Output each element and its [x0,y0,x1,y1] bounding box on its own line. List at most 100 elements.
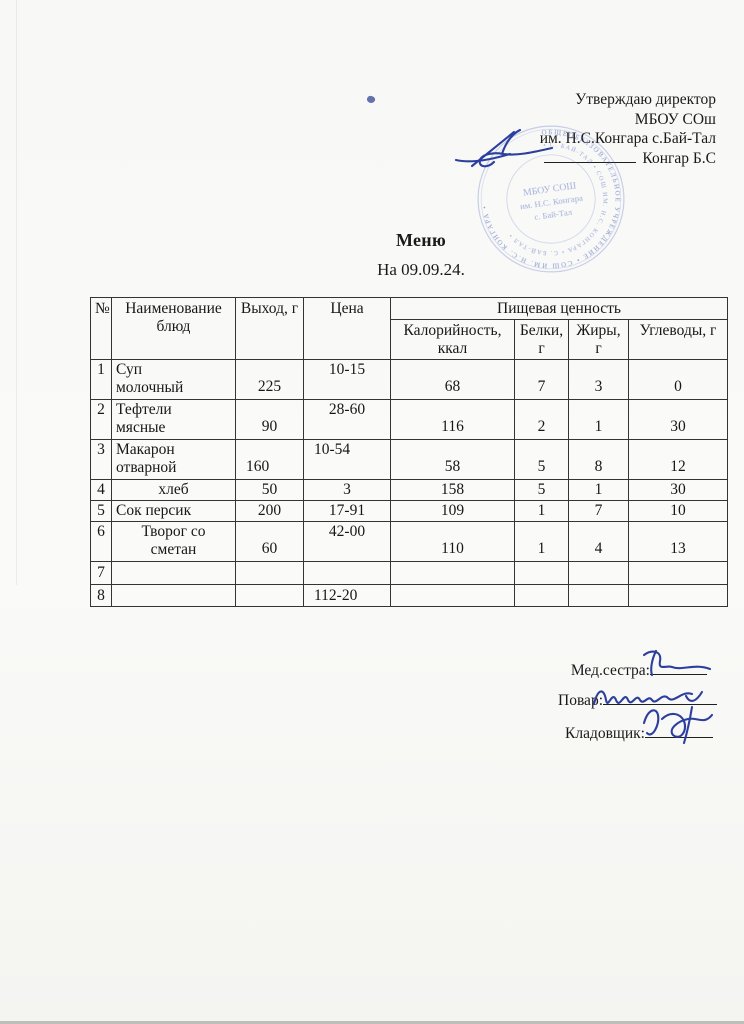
cell-kcal: 110 [390,521,515,562]
menu-table: № Наименование блюд Выход, г Цена Пищева… [90,297,728,607]
cell-dish: хлеб [111,479,236,501]
povar-row: Повар: [558,692,717,710]
cell-num: 4 [90,479,112,501]
medsestra-signature [642,649,712,677]
approval-line-3: им. Н.С.Конгара с.Бай-Тал [539,130,716,147]
header-num: № [90,297,112,360]
cell-protein [514,561,569,585]
menu-date: На 09.09.24. [377,260,465,279]
cell-price: 28-60 [303,399,391,440]
cell-dish: Суп молочный [111,359,236,400]
cell-fat: 4 [568,521,629,562]
cell-num: 7 [90,561,112,585]
header-dish-name: Наименование блюд [111,297,236,360]
director-signature [454,128,554,168]
table-row: 7 [90,561,728,585]
cell-carbs: 30 [628,399,728,440]
cell-kcal: 68 [390,359,515,400]
cell-carbs: 13 [628,521,728,562]
cell-output [235,561,304,585]
cell-num: 8 [90,584,112,607]
cell-output: 60 [235,521,304,562]
povar-label: Повар: [558,692,603,709]
povar-signature-line [603,692,717,705]
kladovshik-signature [642,705,714,745]
cell-carbs: 30 [628,479,728,501]
approval-block: Утверждаю директор МБОУ СОш им. Н.С.Конг… [540,90,716,168]
table-row: 5 Сок персик 200 17-91 109 1 7 10 [90,500,728,522]
kladovshik-label: Кладовщик: [565,725,645,742]
cell-carbs [628,561,728,585]
medsestra-label: Мед.сестра: [570,662,650,679]
cell-fat: 1 [568,479,629,501]
cell-output: 225 [235,359,304,400]
header-price: Цена [303,297,391,360]
cell-price: 17-91 [303,500,391,522]
cell-kcal: 158 [390,479,515,501]
cell-kcal [390,584,515,607]
table-row: 3 Макарон отварной 160 10-54 58 5 8 12 [90,439,728,480]
director-name: Конгар Б.С [642,149,716,167]
cell-dish [111,561,236,585]
cell-num: 5 [90,500,112,522]
cell-output: 90 [235,399,304,440]
page-title: Меню [395,230,447,250]
cell-output: 200 [235,500,304,522]
table-row: 8 112-20 [90,584,728,607]
table-row: 1 Суп молочный 225 10-15 68 7 3 0 [90,359,728,400]
cell-carbs: 12 [628,439,728,480]
cell-kcal: 58 [390,439,515,480]
cell-price: 42-00 [303,521,391,562]
approval-line-4: Конгар Б.С [540,149,716,169]
table-row: 6 Творог со сметан 60 42-00 110 1 4 13 [90,521,728,562]
header-carbs: Углеводы, г [628,319,728,360]
cell-price: 3 [303,479,391,501]
stamp-center-line-3: с. Бай-Тал [534,207,574,222]
cell-dish: Сок персик [111,500,236,522]
cell-carbs: 10 [628,500,728,522]
header-kcal: Калорийность, ккал [390,319,515,360]
cell-dish: Тефтели мясные [111,399,236,440]
school-round-stamp-icon: ОБЩЕОБРАЗОВАТЕЛЬНОЕ УЧРЕЖДЕНИЕ • СОШ ИМ.… [472,120,630,278]
header-output: Выход, г [235,297,304,360]
approval-line-1: Утверждаю директор [575,91,716,108]
cell-dish: Творог со сметан [111,521,236,562]
ink-dot-artifact [365,94,377,105]
cell-price: 10-54 [303,439,391,480]
cell-fat: 3 [568,359,629,400]
cell-protein: 1 [514,521,569,562]
header-nutrition: Пищевая ценность [390,297,728,320]
cell-protein: 2 [514,399,569,440]
cell-num: 3 [90,439,112,480]
cell-output: 160 [235,439,304,480]
cell-kcal: 109 [390,500,515,522]
cell-carbs [628,584,728,607]
cell-price [303,561,391,585]
cell-num: 2 [90,399,112,440]
scan-bottom-edge [0,1021,744,1024]
header-fat: Жиры, г [568,319,629,360]
medsestra-row: Мед.сестра: [571,662,707,680]
cell-protein: 1 [514,500,569,522]
cell-fat: 7 [568,500,629,522]
cell-num: 1 [90,359,112,400]
cell-output [235,584,304,607]
cell-num: 6 [90,521,112,562]
medsestra-signature-line [650,662,707,675]
cell-fat [568,561,629,585]
cell-dish [111,584,236,607]
cell-protein: 5 [514,439,569,480]
cell-protein: 5 [514,479,569,501]
director-signature-line [544,149,637,163]
cell-protein [514,584,569,607]
cell-protein: 7 [514,359,569,400]
cell-fat [568,584,629,607]
cell-kcal: 116 [390,399,515,440]
table-row: 2 Тефтели мясные 90 28-60 116 2 1 30 [90,399,728,440]
povar-signature [592,690,704,706]
cell-price: 112-20 [303,584,391,607]
cell-price: 10-15 [303,359,391,400]
scan-edge-artifact [16,0,17,585]
cell-kcal [390,561,515,585]
